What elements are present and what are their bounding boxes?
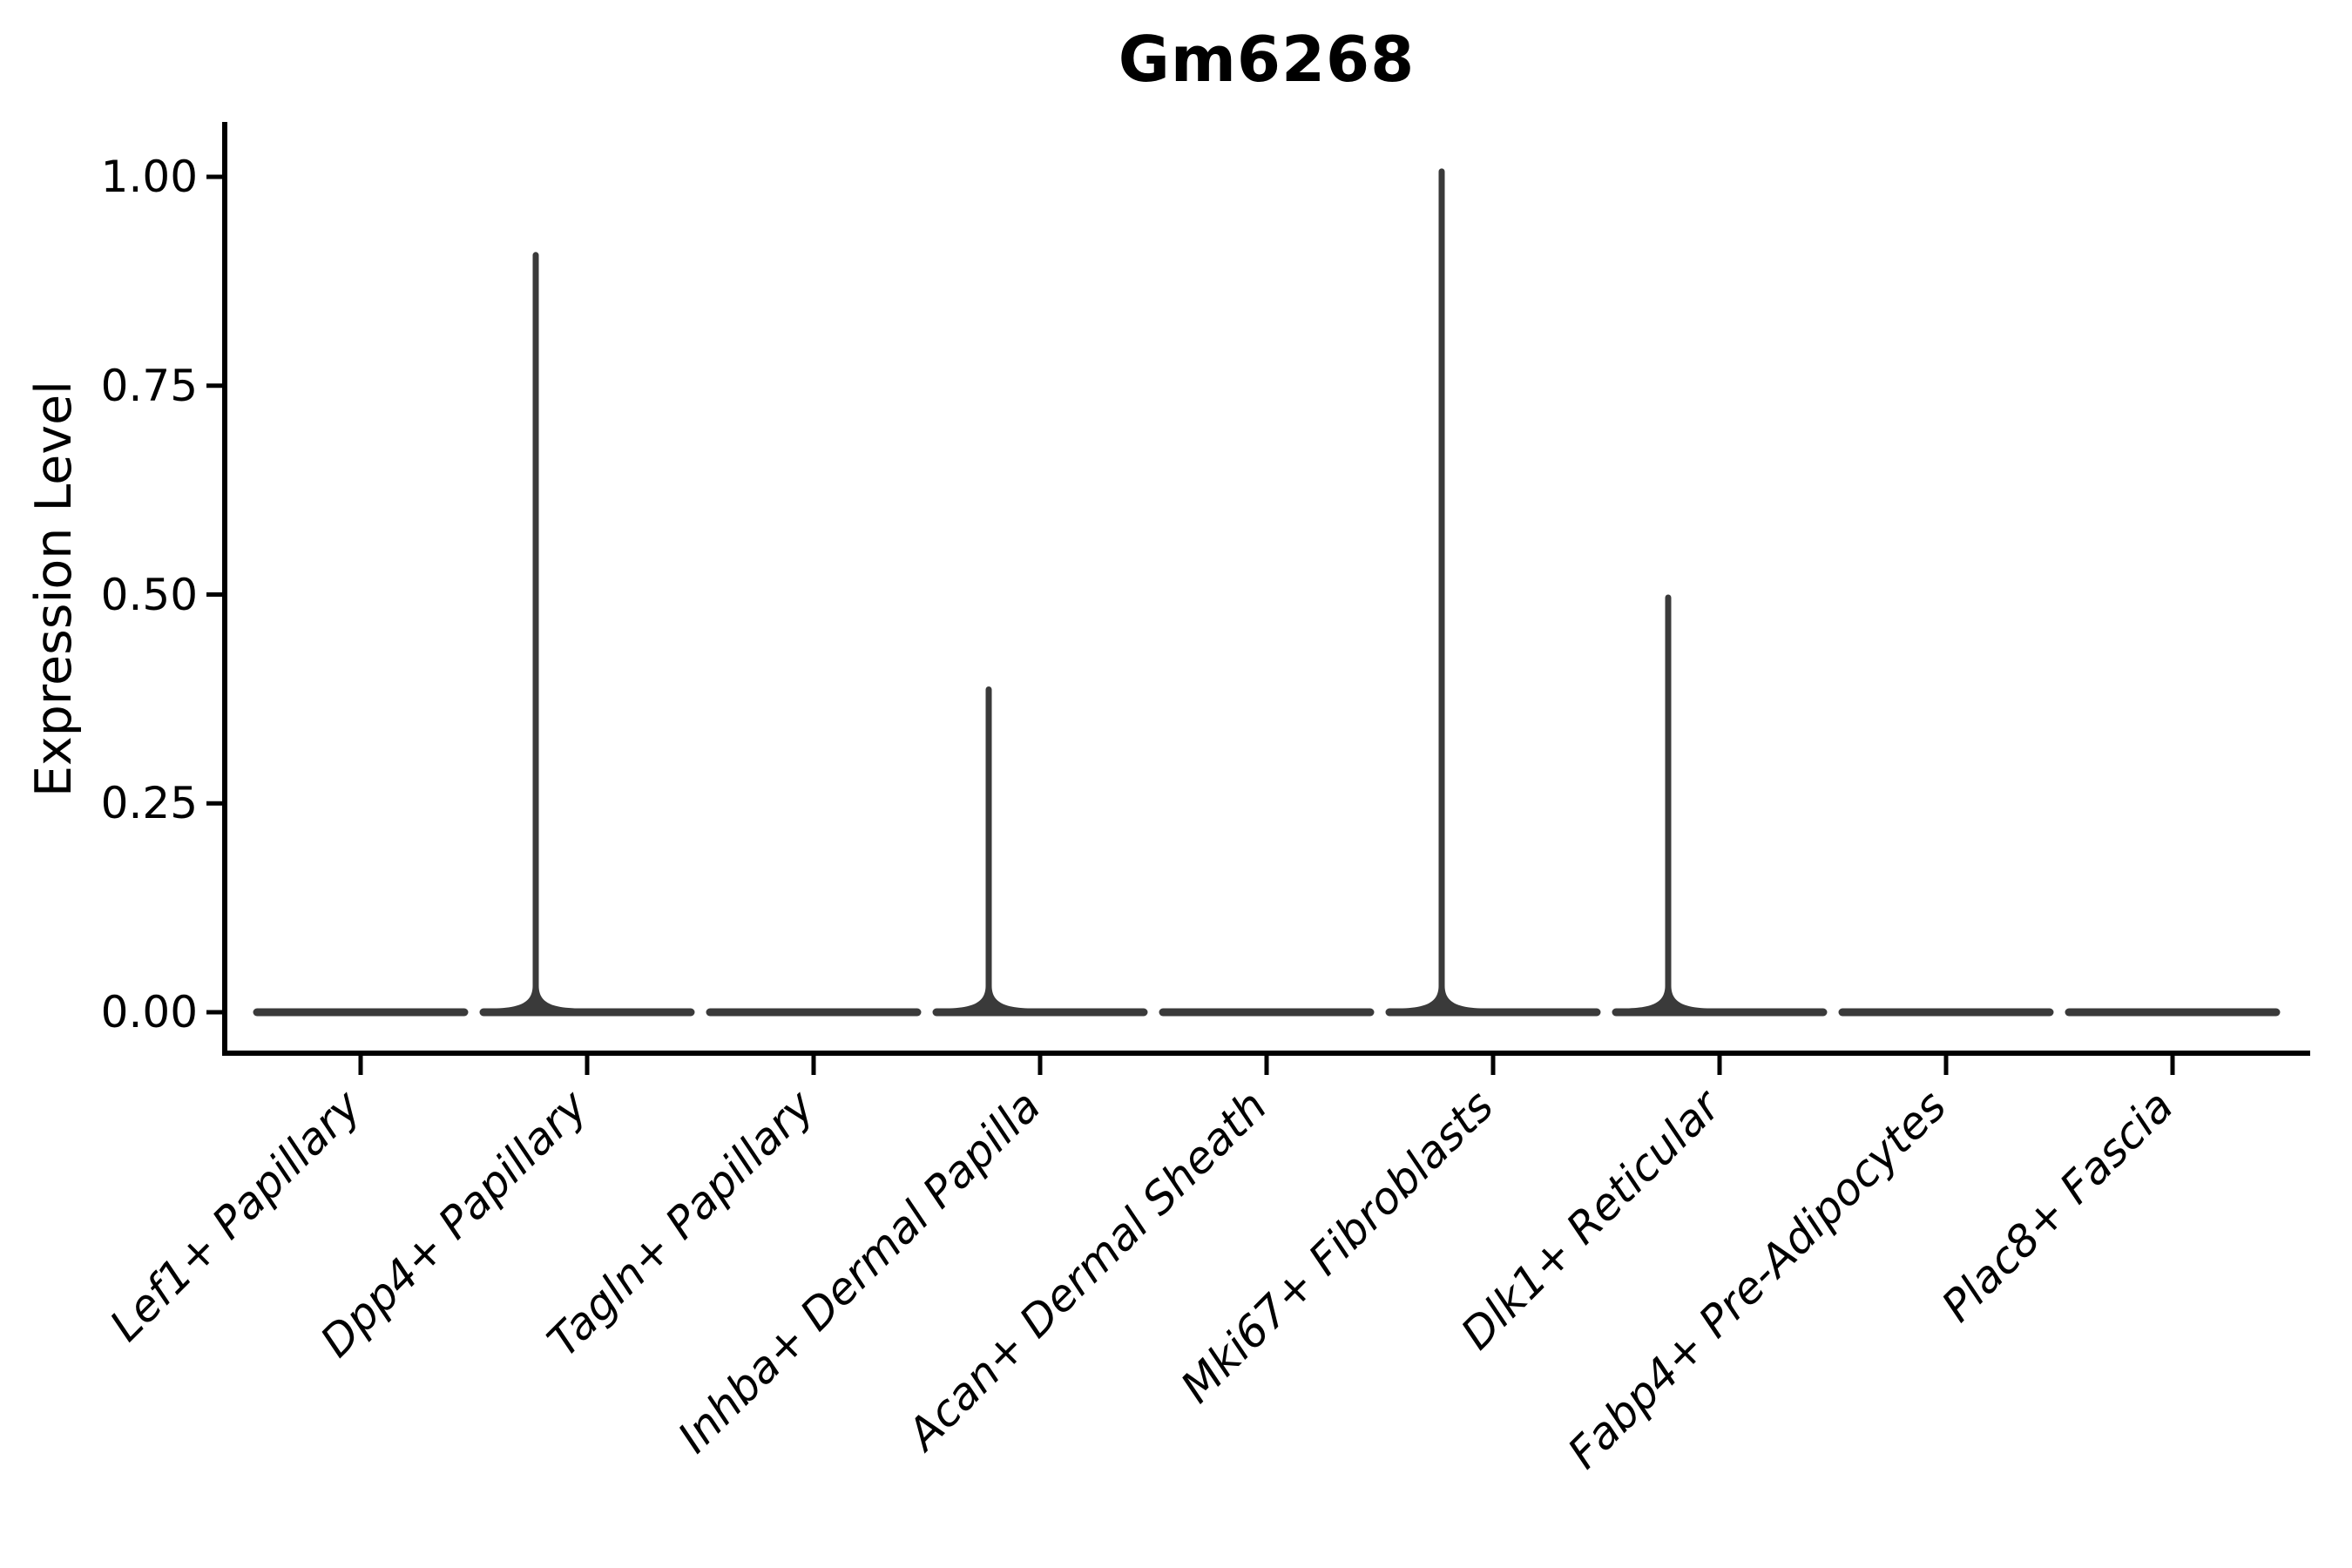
x-tick: [811, 1056, 816, 1075]
y-tick: [206, 1010, 222, 1015]
chart-title: Gm6268: [1118, 23, 1416, 96]
violin: [2065, 1008, 2281, 1017]
x-tick: [1037, 1056, 1043, 1075]
y-axis-line: [222, 122, 227, 1056]
x-tick: [1943, 1056, 1949, 1075]
x-tick: [358, 1056, 363, 1075]
x-tick: [2170, 1056, 2175, 1075]
y-tick-label: 0.00: [100, 987, 198, 1037]
y-tick: [206, 383, 222, 389]
y-tick-label: 0.75: [100, 360, 198, 411]
x-tick: [1490, 1056, 1496, 1075]
violin: [479, 252, 695, 1017]
x-tick: [1264, 1056, 1269, 1075]
y-tick: [206, 801, 222, 806]
violin: [1159, 1008, 1375, 1017]
x-axis-line: [222, 1051, 2310, 1056]
y-tick: [206, 174, 222, 179]
x-tick: [1717, 1056, 1722, 1075]
violin: [1838, 1008, 2054, 1017]
y-tick-label: 0.50: [100, 569, 198, 620]
y-tick-label: 1.00: [100, 152, 198, 202]
violin: [253, 1008, 469, 1017]
x-tick: [585, 1056, 590, 1075]
y-tick: [206, 592, 222, 597]
violin: [1385, 168, 1601, 1017]
violin: [706, 1008, 922, 1017]
y-tick-label: 0.25: [100, 778, 198, 829]
violin: [932, 686, 1148, 1017]
violin: [1612, 594, 1828, 1017]
